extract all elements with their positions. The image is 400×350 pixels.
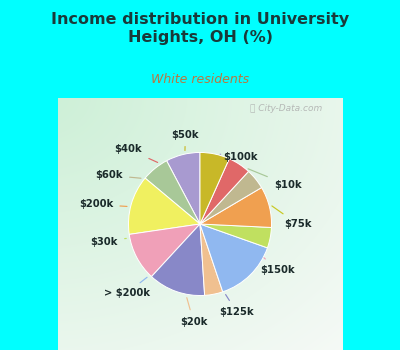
- Text: $150k: $150k: [260, 258, 294, 274]
- Text: $30k: $30k: [90, 237, 126, 247]
- Text: $60k: $60k: [95, 170, 141, 180]
- Text: $10k: $10k: [248, 169, 302, 190]
- Wedge shape: [200, 224, 223, 295]
- Text: $50k: $50k: [172, 130, 199, 150]
- Text: $40k: $40k: [115, 144, 158, 162]
- Text: > $200k: > $200k: [104, 277, 150, 298]
- Wedge shape: [129, 224, 200, 276]
- Text: $200k: $200k: [79, 199, 127, 210]
- Wedge shape: [200, 224, 268, 292]
- Text: $100k: $100k: [220, 152, 258, 162]
- Wedge shape: [145, 161, 200, 224]
- Wedge shape: [128, 178, 200, 234]
- Text: $20k: $20k: [180, 298, 207, 327]
- Wedge shape: [200, 172, 262, 224]
- Wedge shape: [200, 159, 248, 224]
- Text: $125k: $125k: [219, 295, 254, 317]
- Text: White residents: White residents: [151, 73, 249, 86]
- Text: Income distribution in University
Heights, OH (%): Income distribution in University Height…: [51, 12, 349, 45]
- Wedge shape: [152, 224, 205, 295]
- Wedge shape: [200, 153, 229, 224]
- Wedge shape: [200, 224, 272, 248]
- Wedge shape: [166, 153, 200, 224]
- Text: $75k: $75k: [272, 206, 311, 229]
- Wedge shape: [200, 188, 272, 228]
- Text: ⓘ City-Data.com: ⓘ City-Data.com: [250, 104, 323, 113]
